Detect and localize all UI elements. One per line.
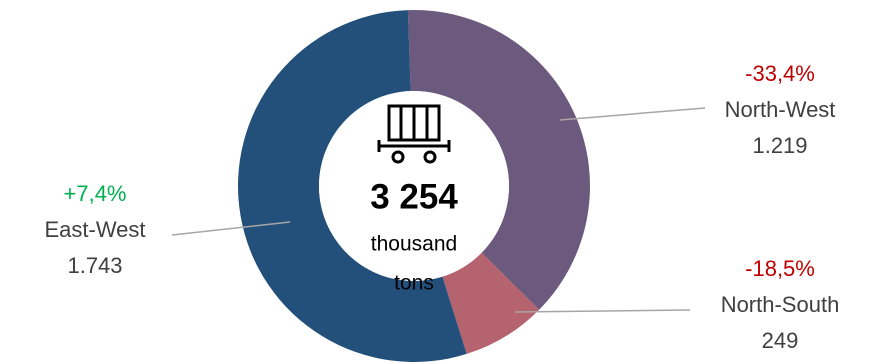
wagon-wheel (423, 150, 437, 164)
change-label: +7,4% (64, 181, 127, 206)
leader-line (559, 107, 706, 121)
total: 3 254 (370, 177, 458, 216)
donut-hole (319, 91, 509, 281)
donut-slice (238, 10, 467, 362)
wagon-wheel (391, 150, 405, 164)
value-label: 1.219 (752, 133, 807, 158)
change-label: -18,5% (745, 256, 815, 281)
category-label: East-West (44, 217, 145, 242)
category-label: North-South (721, 292, 840, 317)
leader-line (171, 221, 291, 236)
donut-slice (442, 252, 540, 354)
unit: thousand (371, 233, 457, 256)
unit: tons (394, 272, 434, 295)
wagon-icon (377, 104, 451, 164)
donut-slice (407, 9, 591, 310)
category-label: North-West (725, 97, 836, 122)
change-label: -33,4% (745, 61, 815, 86)
value-label: 1.743 (67, 253, 122, 278)
leader-line (514, 309, 691, 313)
value-label: 249 (762, 328, 799, 353)
